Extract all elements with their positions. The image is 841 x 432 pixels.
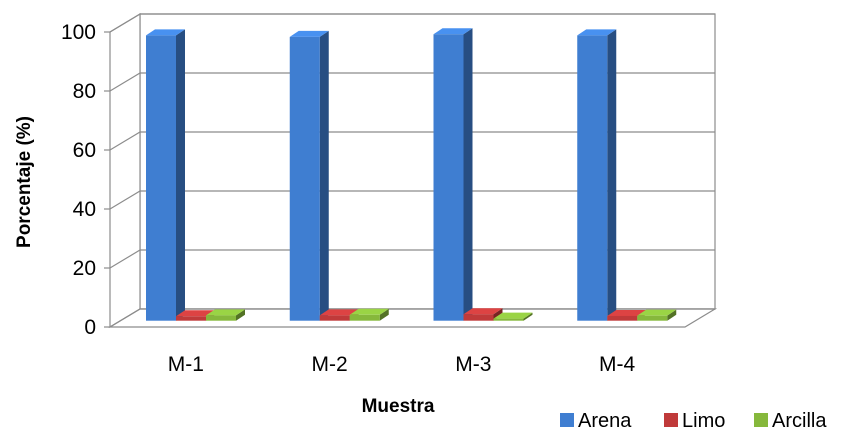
bar-arena-m-1 [146,29,185,321]
legend-swatch [560,413,574,427]
bars [146,28,677,321]
legend-item-arena: Arena [560,410,632,432]
bar-arcilla-m-2 [349,308,389,321]
gridlines [104,13,715,328]
x-tick-label: M-4 [599,353,635,376]
y-tick-label: 20 [73,257,96,280]
plot-walls [107,12,718,329]
y-tick-label: 100 [61,21,96,44]
y-axis-title: Porcentaje (%) [14,116,35,248]
bar-top [577,29,617,36]
back-wall [139,13,716,310]
bar-arena-m-2 [289,30,329,321]
bar-front [607,315,638,321]
legend-item-arcilla: Arcilla [754,410,827,432]
bar-arena-m-4 [577,29,617,321]
legend-label: Arena [578,410,632,432]
gridline [109,131,715,151]
bar-top [349,308,389,315]
bar-top [146,29,185,36]
bar-arcilla-m-1 [206,309,245,321]
bar-front [493,318,524,321]
bar-side [607,29,617,321]
x-tick-labels: M-1 M-2 M-3 M-4 [168,353,636,376]
bar-side [523,312,533,321]
bar-front [206,315,236,321]
y-tick-label: 60 [73,139,96,162]
bar-front [637,315,668,321]
bar-side [463,28,473,321]
bar-top [607,309,647,316]
y-tick-labels: 0 20 40 60 80 100 [61,21,96,339]
bar-side [176,29,185,321]
bar-top [289,30,329,37]
bar-front [176,316,206,321]
bar-front [319,315,350,321]
bar-top [637,309,677,316]
bar-top [176,310,215,317]
x-tick-label: M-1 [168,353,204,376]
bar-front [349,314,380,321]
bar-arcilla-m-4 [637,309,677,321]
bar-arcilla-m-3 [493,312,533,321]
y-tick-label: 40 [73,198,96,221]
y-tick-label: 0 [84,316,96,339]
bar-side [236,309,245,321]
side-wall [109,12,141,329]
gridline [109,249,715,269]
x-axis-title: Muestra [362,396,435,417]
bar-front [577,35,608,321]
gridline [109,13,715,33]
bar-top [319,309,359,316]
gridline [109,190,715,210]
legend-item-limo: Limo [664,410,725,432]
bar-top [206,309,245,316]
legend-swatch [664,413,678,427]
bar-top [433,28,473,35]
bar-front [463,314,494,321]
bar-top [493,312,533,319]
legend-label: Arcilla [772,410,827,432]
y-tick-label: 80 [73,80,96,103]
bar-side [319,30,329,321]
x-tick-label: M-3 [455,353,491,376]
x-tick-label: M-2 [312,353,348,376]
gridline [109,72,715,92]
bar-side [379,308,389,321]
bar-front [146,35,176,321]
legend-swatch [754,413,768,427]
bar-top [463,308,503,315]
bar-arena-m-3 [433,28,473,321]
legend: Arena Limo Arcilla [560,410,827,432]
legend-label: Limo [682,410,725,432]
bar-front [289,36,320,321]
gridline [109,308,715,328]
bar-front [433,34,464,321]
bar-side [667,309,677,321]
